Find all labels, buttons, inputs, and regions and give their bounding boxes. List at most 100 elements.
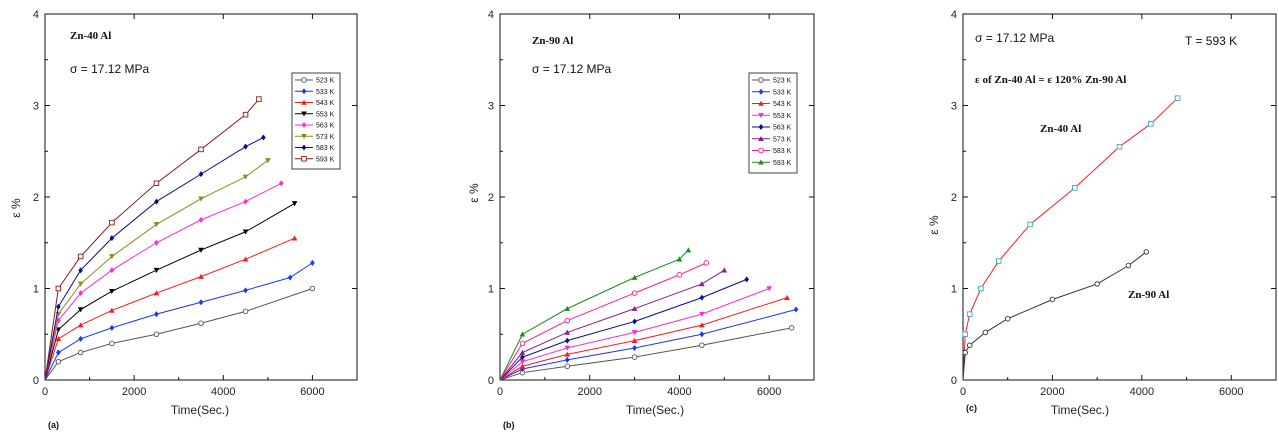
data-point xyxy=(198,146,204,153)
x-tick-label: 0 xyxy=(42,386,48,398)
y-tick-label: 0 xyxy=(33,375,39,387)
x-tick-label: 2000 xyxy=(122,386,146,398)
legend-entry: 583 K xyxy=(773,148,792,155)
data-point xyxy=(564,351,571,357)
data-point xyxy=(261,134,266,141)
data-point xyxy=(154,239,159,246)
legend-marker xyxy=(758,77,764,83)
annotation: T = 593 K xyxy=(1185,34,1237,48)
y-tick-label: 4 xyxy=(951,9,957,21)
data-point xyxy=(242,111,249,118)
data-point xyxy=(631,290,638,296)
data-point xyxy=(564,329,571,335)
x-tick-label: 2000 xyxy=(577,386,601,398)
data-point xyxy=(676,256,683,262)
series-573-k xyxy=(44,158,271,381)
y-tick-label: 2 xyxy=(951,192,957,204)
data-point xyxy=(1072,185,1078,191)
data-point xyxy=(78,335,83,342)
legend-marker xyxy=(301,122,307,128)
data-point xyxy=(631,330,638,336)
series-line xyxy=(499,327,792,381)
data-point xyxy=(291,201,298,207)
x-tick-label: 4000 xyxy=(211,386,235,398)
series-line xyxy=(499,262,707,381)
series-line xyxy=(499,278,747,381)
series-zn-90-al xyxy=(962,249,1150,381)
data-point xyxy=(520,354,525,361)
data-point xyxy=(520,366,525,373)
legend-marker xyxy=(301,77,307,83)
data-point xyxy=(631,354,638,360)
data-point xyxy=(982,329,989,336)
series-line xyxy=(962,97,1178,381)
annotation: σ = 17.12 MPa xyxy=(70,62,149,76)
data-point xyxy=(56,349,61,356)
data-point xyxy=(721,267,728,273)
data-point xyxy=(109,340,115,347)
data-point xyxy=(242,174,249,180)
data-point xyxy=(676,272,683,278)
legend-entry: 593 K xyxy=(773,160,792,167)
y-tick-label: 4 xyxy=(33,9,39,21)
y-tick-label: 0 xyxy=(488,375,494,387)
legend-entry: 553 K xyxy=(316,111,335,118)
annotation: σ = 17.12 MPa xyxy=(532,62,611,76)
data-point xyxy=(519,331,526,337)
data-point xyxy=(564,356,570,363)
y-tick-label: 1 xyxy=(951,284,957,296)
data-point xyxy=(198,171,204,178)
data-point xyxy=(1004,315,1011,322)
legend-entry: 523 K xyxy=(316,78,335,85)
series-583-k xyxy=(44,134,266,381)
series-line xyxy=(44,159,269,381)
data-point xyxy=(966,342,973,348)
series-line xyxy=(44,182,282,381)
data-point xyxy=(699,342,705,348)
data-point xyxy=(77,307,84,313)
data-point xyxy=(519,363,526,369)
x-tick-label: 6000 xyxy=(300,386,324,398)
data-point xyxy=(699,322,705,328)
data-point xyxy=(56,303,61,310)
chart-panel-2: 0 2000 4000 6000 0 1 2 3 4 Time(Sec.) ε % (b) Zn-90 … xyxy=(467,9,815,430)
data-point xyxy=(685,247,692,253)
data-point xyxy=(564,363,571,370)
series-line xyxy=(499,249,689,381)
data-point xyxy=(1094,281,1100,287)
y-axis-label: ε % xyxy=(467,183,481,203)
data-point xyxy=(784,294,790,300)
data-point xyxy=(198,320,204,327)
legend-entry: 573 K xyxy=(773,136,792,143)
y-tick-label: 0 xyxy=(951,375,957,387)
legend-entry: 563 K xyxy=(773,125,792,132)
x-tick-label: 4000 xyxy=(667,386,691,398)
data-point xyxy=(632,318,637,325)
data-point xyxy=(55,285,62,292)
series-593-k xyxy=(499,247,692,381)
legend: 523 K 533 K 543 K 553 K 563 K 573 K 583 K 593 K xyxy=(291,72,341,170)
annotation: ε of Zn-40 Al = ε 120% Zn-90 Al xyxy=(975,74,1126,86)
data-point xyxy=(1125,262,1132,269)
data-point xyxy=(154,198,159,205)
data-point xyxy=(962,349,968,356)
data-point xyxy=(1027,221,1033,228)
data-point xyxy=(243,198,248,205)
data-point xyxy=(519,340,526,347)
data-point xyxy=(564,337,570,344)
data-point xyxy=(56,317,61,324)
chart-panel-3: 0 2000 4000 6000 0 1 2 3 4 Time(Sec.) ε % (c) σ = 17… xyxy=(927,9,1277,417)
data-point xyxy=(77,322,84,328)
data-point xyxy=(966,311,973,317)
series-line xyxy=(499,297,788,381)
y-tick-label: 2 xyxy=(33,192,39,204)
data-point xyxy=(243,287,248,294)
legend-entry: 533 K xyxy=(773,89,792,96)
data-point xyxy=(291,235,298,241)
data-point xyxy=(287,274,293,281)
legend-marker xyxy=(301,111,307,117)
data-point xyxy=(78,290,83,297)
data-point xyxy=(243,143,248,150)
data-point xyxy=(631,274,638,280)
legend-marker xyxy=(758,88,764,95)
